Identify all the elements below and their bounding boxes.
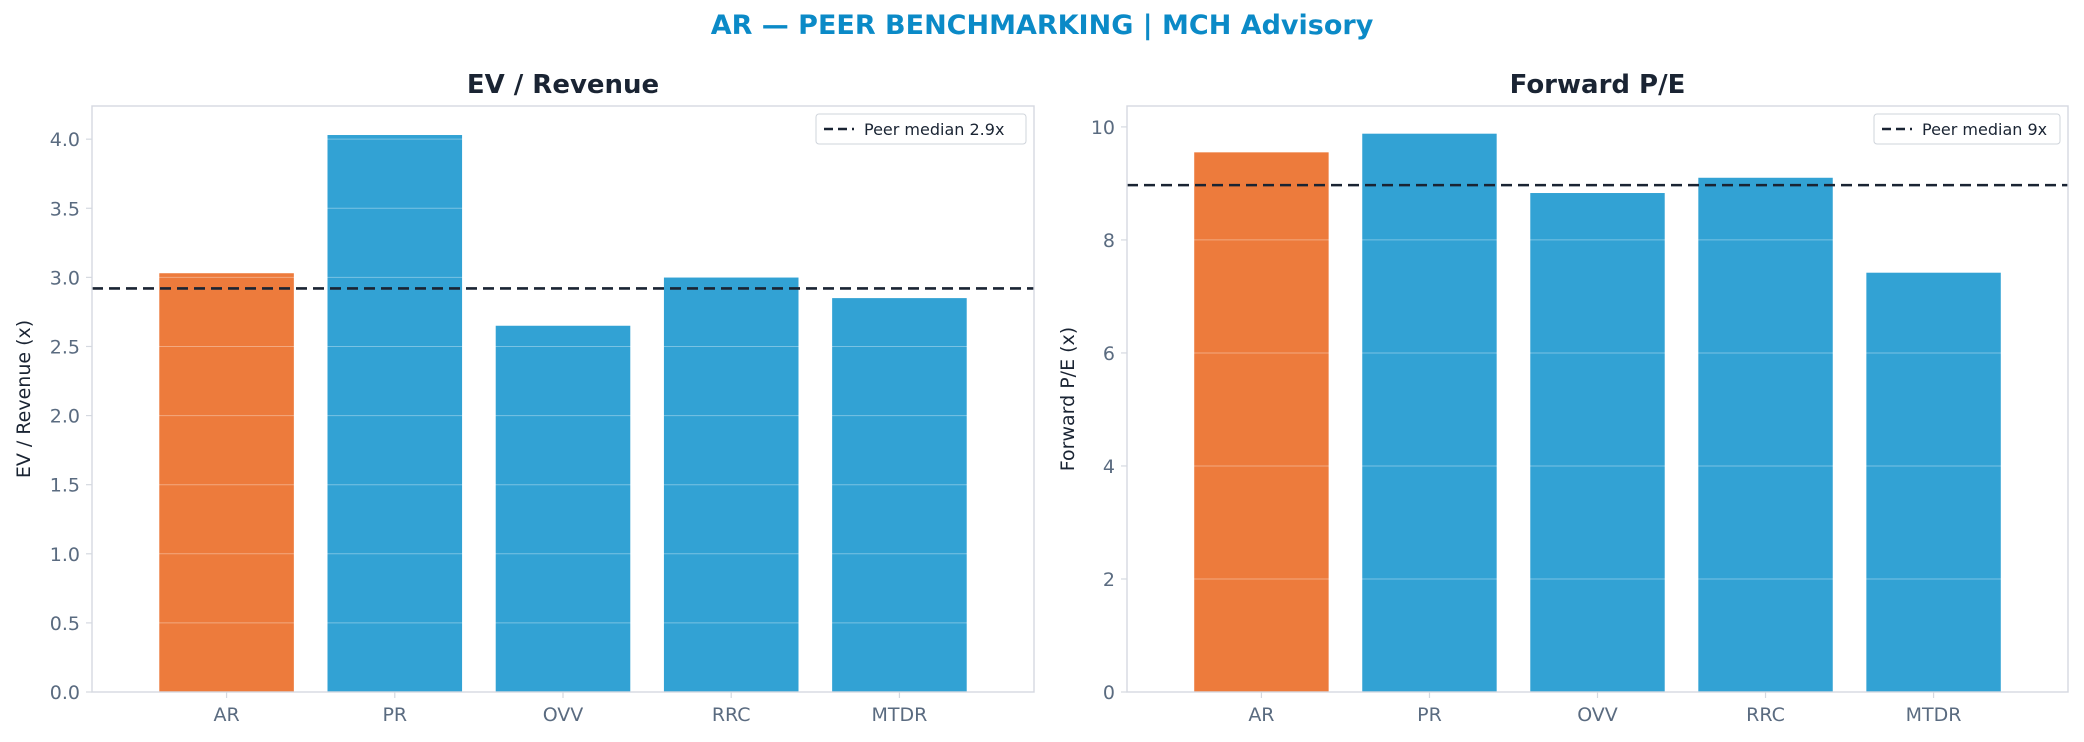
x-tick-label-rrc-1: RRC [1746,704,1785,726]
y-tick-label-0-2: 1.0 [50,544,80,566]
x-tick-label-mtdr-0: MTDR [872,704,928,726]
y-tick-label-1-1: 2 [1103,569,1115,591]
x-tick-label-ar-1: AR [1248,704,1274,726]
bar-rrc-0 [663,277,799,692]
x-tick-label-pr-0: PR [382,704,407,726]
figure-suptitle: AR — PEER BENCHMARKING | MCH Advisory [710,10,1374,41]
chart-title-1: Forward P/E [1510,70,1686,100]
bar-ar-0 [159,273,294,692]
bar-mtdr-1 [1866,272,2001,692]
plot-frame-0 [91,105,1035,693]
chart-title-0: EV / Revenue [467,70,659,100]
y-tick-label-0-0: 0.0 [50,682,80,704]
legend-box-1 [1873,113,2061,145]
y-tick-label-0-7: 3.5 [50,198,80,220]
x-tick-label-ovv-1: OVV [1577,704,1618,726]
y-axis-label-1: Forward P/E (x) [1057,327,1079,471]
x-tick-label-mtdr-1: MTDR [1906,704,1962,726]
legend-box-0 [815,113,1027,145]
x-tick-label-rrc-0: RRC [712,704,751,726]
y-tick-label-0-6: 3.0 [50,267,80,289]
bar-pr-1 [1362,133,1497,693]
bar-mtdr-0 [832,298,967,692]
bar-ar-1 [1194,152,1329,692]
y-tick-label-0-5: 2.5 [50,336,80,358]
legend-label-1: Peer median 9x [1922,120,2047,139]
y-tick-label-0-8: 4.0 [50,129,80,151]
y-tick-label-0-1: 0.5 [50,613,80,635]
bar-pr-0 [327,135,463,693]
bar-ovv-0 [495,325,631,692]
y-tick-label-1-0: 0 [1103,682,1115,704]
bar-ovv-1 [1530,193,1665,692]
y-tick-label-1-2: 4 [1103,456,1115,478]
y-tick-label-1-4: 8 [1103,230,1115,252]
legend-label-0: Peer median 2.9x [864,120,1004,139]
x-tick-label-ovv-0: OVV [543,704,584,726]
x-tick-label-ar-0: AR [213,704,239,726]
y-tick-label-0-4: 2.0 [50,406,80,428]
x-tick-label-pr-1: PR [1417,704,1442,726]
bar-rrc-1 [1698,177,1833,693]
plot-frame-1 [1126,105,2069,693]
y-axis-label-0: EV / Revenue (x) [13,320,35,478]
y-tick-label-1-5: 10 [1091,117,1115,139]
y-tick-label-1-3: 6 [1103,343,1115,365]
y-tick-label-0-3: 1.5 [50,475,80,497]
